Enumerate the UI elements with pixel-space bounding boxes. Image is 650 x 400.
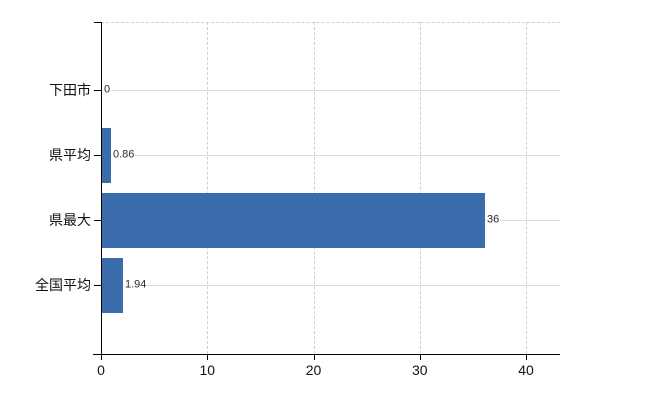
- x-axis-tick-label: 0: [97, 362, 105, 378]
- category-label: 下田市: [49, 82, 91, 98]
- vertical-gridline: [419, 22, 421, 354]
- x-axis-tick: [526, 354, 527, 360]
- x-axis-tick-label: 30: [411, 362, 428, 378]
- y-axis-tick: [94, 155, 101, 156]
- x-axis-tick: [207, 354, 209, 360]
- plot-area-top-border: [101, 22, 560, 23]
- value-label: 0: [103, 83, 112, 97]
- horizontal-gridline: [101, 285, 560, 286]
- x-axis-tick: [101, 354, 102, 360]
- category-label: 県最大: [49, 212, 91, 228]
- y-axis-top-tick: [94, 22, 101, 23]
- x-axis-tick: [313, 354, 315, 360]
- x-axis-tick-label: 40: [518, 362, 534, 378]
- y-axis-line: [101, 22, 102, 355]
- vertical-gridline: [207, 22, 209, 354]
- value-label: 0.86: [112, 148, 136, 162]
- x-axis-tick-label: 20: [305, 362, 322, 378]
- y-axis-tick: [94, 220, 101, 221]
- x-axis-line: [93, 354, 560, 355]
- horizontal-gridline: [101, 90, 560, 91]
- value-label: 1.94: [124, 278, 148, 292]
- bar-県最大: [102, 192, 485, 248]
- bar-県平均: [102, 127, 111, 183]
- category-label: 県平均: [49, 147, 91, 163]
- bar-全国平均: [102, 257, 123, 313]
- category-label: 全国平均: [35, 277, 91, 293]
- y-axis-tick: [94, 285, 101, 286]
- x-axis-tick-label: 10: [199, 362, 216, 378]
- x-axis-tick: [419, 354, 421, 360]
- y-axis-tick: [94, 90, 101, 91]
- vertical-gridline: [313, 22, 315, 354]
- value-label: 36: [486, 213, 501, 227]
- vertical-gridline: [526, 22, 527, 354]
- horizontal-gridline: [101, 155, 560, 156]
